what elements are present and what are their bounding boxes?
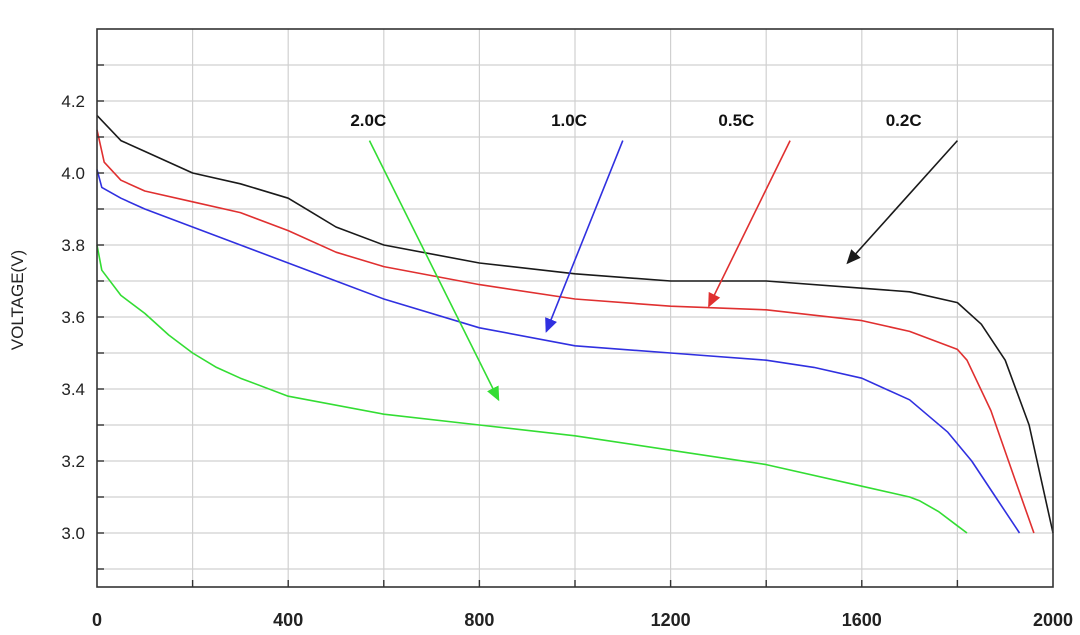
x-tick-label: 400 [273,610,303,630]
series-line-2-0C [96,244,968,534]
x-tick-label: 0 [92,610,102,630]
y-tick-label: 3.2 [61,452,85,471]
x-tick-label: 1600 [842,610,882,630]
x-tick-label: 1200 [651,610,691,630]
y-tick-label: 4.2 [61,92,85,111]
y-tick-label: 3.8 [61,236,85,255]
series-line-0-5C [96,129,1035,534]
annotation-label: 0.5C [718,111,754,130]
y-tick-label: 3.4 [61,380,85,399]
series-layer [96,114,1054,534]
series-line-1-0C [96,169,1021,534]
annotation-arrow [545,140,624,333]
annotation-label: 2.0C [350,111,386,130]
annotation-arrow [708,140,791,308]
series-line-0-2C [96,114,1054,534]
x-tick-label: 800 [464,610,494,630]
y-tick-label: 3.6 [61,308,85,327]
x-tick-label: 2000 [1033,610,1073,630]
annotation-label: 0.2C [886,111,922,130]
annotation-layer: 2.0C 1.0C 0.5C 0.2C [350,111,958,402]
axes: 3.0 3.2 3.4 3.6 3.8 4.0 4.2 0 400 800 1200 1600 2000 [61,28,1073,630]
annotation-arrow [368,140,500,402]
annotation-label: 1.0C [551,111,587,130]
y-tick-label: 4.0 [61,164,85,183]
y-axis-label: VOLTAGE(V) [8,249,27,351]
y-tick-label: 3.0 [61,524,85,543]
grid-lines [97,29,1053,587]
annotation-arrow [846,140,958,265]
